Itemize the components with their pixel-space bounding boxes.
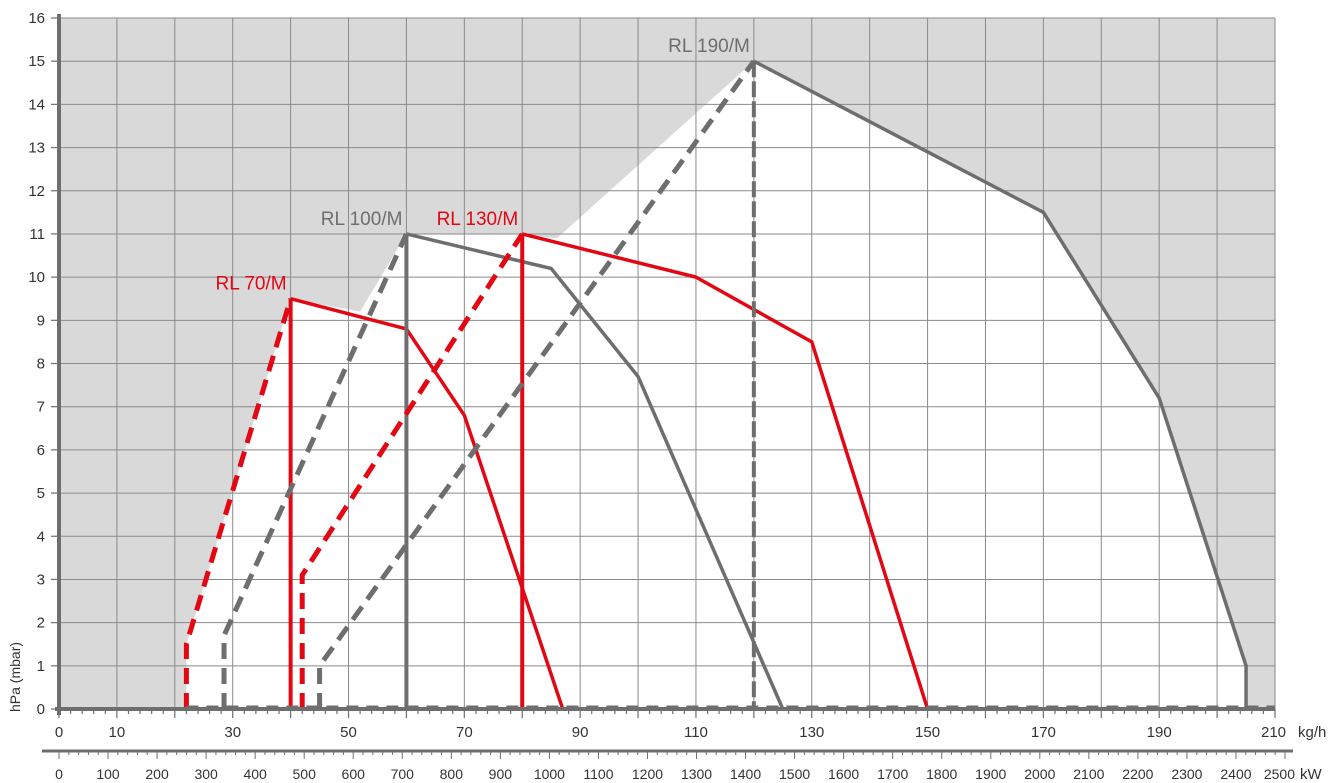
kw-tick-label: 1600: [828, 766, 859, 782]
y-tick-label: 16: [28, 10, 45, 27]
kw-tick-label: 2100: [1073, 766, 1104, 782]
x-tick-label: 170: [1031, 724, 1056, 741]
kw-tick-label: 0: [55, 766, 63, 782]
kw-tick-label: 1900: [975, 766, 1006, 782]
x-tick-label: 190: [1147, 724, 1172, 741]
kw-tick-label: 2300: [1171, 766, 1202, 782]
x-tick-label: 90: [572, 724, 589, 741]
kw-tick-label: 700: [391, 766, 415, 782]
series-label: RL 70/M: [216, 274, 287, 295]
axes: [42, 14, 1293, 759]
x-tick-label: 210: [1261, 724, 1286, 741]
x-tick-label: 130: [799, 724, 824, 741]
kw-tick-label: 200: [145, 766, 169, 782]
kw-tick-label: 1500: [779, 766, 810, 782]
kw-tick-label: 2400: [1220, 766, 1251, 782]
x-tick-label: 150: [915, 724, 940, 741]
kw-tick-label: 2000: [1024, 766, 1055, 782]
kw-tick-label: 600: [342, 766, 366, 782]
working-field-area: [186, 61, 1247, 709]
kw-tick-label: 400: [243, 766, 267, 782]
y-tick-label: 10: [28, 269, 45, 286]
y-tick-label: 11: [29, 226, 45, 243]
kw-tick-label: 1000: [534, 766, 565, 782]
y-tick-label: 7: [37, 399, 45, 416]
x-axis-unit-kgh: kg/h: [1298, 724, 1326, 741]
y-tick-label: 8: [37, 356, 45, 373]
kw-tick-label: 2200: [1122, 766, 1153, 782]
kw-tick-label: 1200: [632, 766, 663, 782]
y-tick-label: 15: [28, 53, 45, 70]
y-tick-label: 13: [28, 140, 45, 157]
y-tick-label: 12: [28, 183, 45, 200]
series-3-ignition-curve: [317, 59, 756, 709]
kw-tick-label: 2500: [1264, 766, 1295, 782]
kw-tick-label: 900: [489, 766, 513, 782]
x-tick-label: 110: [684, 724, 708, 741]
series-0-ignition-curve: [183, 297, 294, 709]
series-label: RL 130/M: [437, 209, 519, 230]
y-tick-label: 9: [37, 312, 45, 329]
kw-tick-label: 100: [96, 766, 120, 782]
y-axis-label: hPa (mbar): [7, 642, 23, 712]
kw-tick-label: 1400: [730, 766, 761, 782]
series-1-max-curve: [406, 232, 785, 710]
axis-labels: hPa (mbar) kg/h kW 012345678910111213141…: [7, 10, 1326, 783]
x-tick-label: 50: [340, 724, 357, 741]
y-tick-label: 4: [37, 528, 45, 545]
kw-tick-label: 1800: [926, 766, 957, 782]
series-label: RL 190/M: [668, 36, 750, 57]
x-tick-label: 10: [109, 724, 126, 741]
x-axis-unit-kw: kW: [1300, 766, 1323, 783]
kw-tick-label: 1700: [877, 766, 908, 782]
y-tick-label: 1: [37, 658, 45, 675]
series-3-max-curve: [753, 59, 1248, 709]
x-tick-label: 0: [55, 724, 63, 741]
y-tick-label: 0: [37, 701, 45, 718]
y-tick-label: 6: [37, 442, 45, 459]
kw-tick-label: 500: [293, 766, 317, 782]
x-tick-label: 70: [456, 724, 473, 741]
kw-tick-label: 300: [194, 766, 218, 782]
y-tick-label: 3: [37, 571, 45, 588]
kw-tick-label: 1300: [681, 766, 712, 782]
y-tick-label: 5: [37, 485, 45, 502]
kw-tick-label: 800: [440, 766, 464, 782]
series-2-ignition-curve: [299, 232, 525, 709]
y-tick-label: 14: [28, 96, 45, 113]
series-label: RL 100/M: [321, 209, 403, 230]
y-tick-label: 2: [37, 615, 45, 632]
kw-tick-label: 1100: [583, 766, 613, 782]
x-tick-label: 30: [224, 724, 241, 741]
